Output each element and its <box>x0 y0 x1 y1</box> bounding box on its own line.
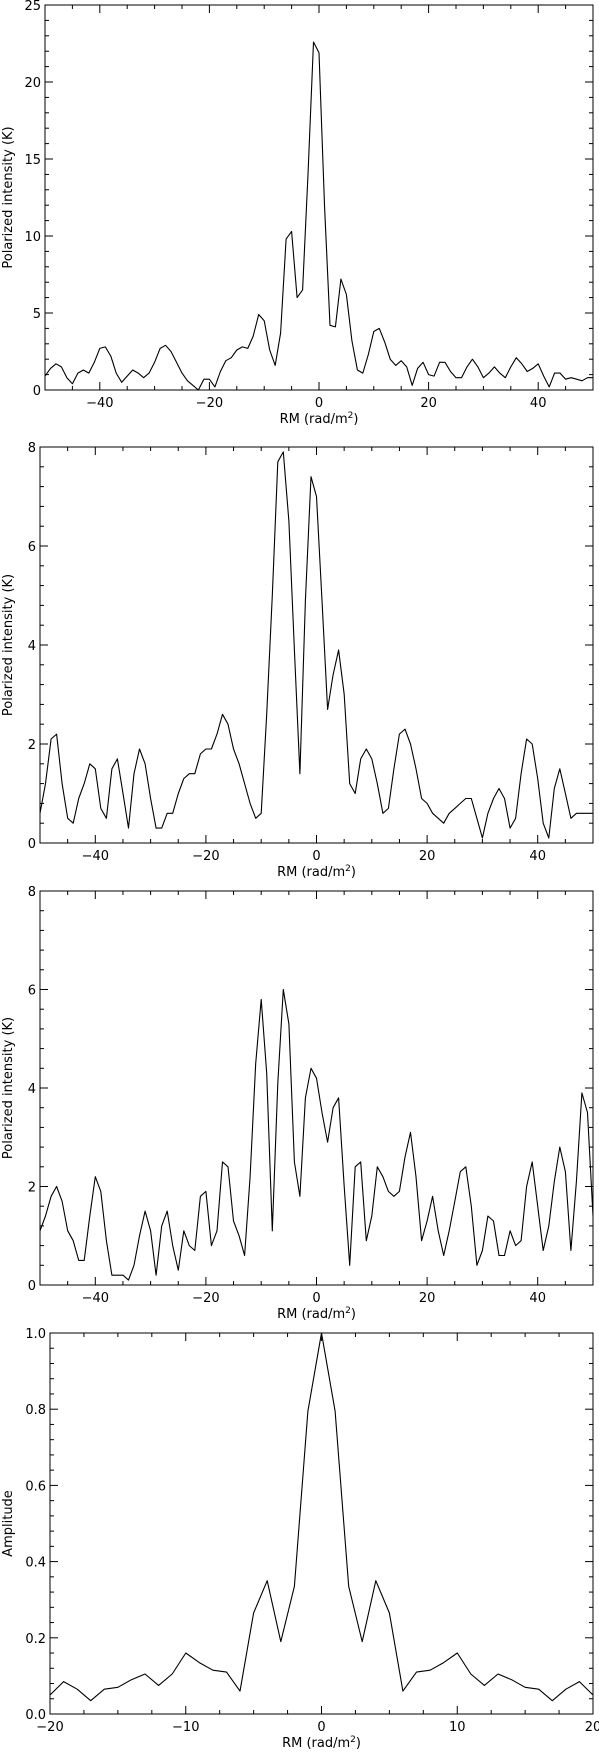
x-tick-label: 0 <box>312 1291 320 1306</box>
x-axis-label-exponent: 2 <box>345 1306 351 1316</box>
y-tick-label: 0.6 <box>25 1479 46 1494</box>
y-tick-label: 6 <box>28 540 36 555</box>
x-axis-label-text: RM (rad/m <box>277 1307 345 1322</box>
x-tick-label: −20 <box>196 396 223 411</box>
y-tick-label: 0.8 <box>25 1403 46 1418</box>
x-tick-label: 20 <box>419 849 436 864</box>
x-axis-label-exponent: 2 <box>350 1735 356 1745</box>
x-tick-label: −20 <box>192 849 219 864</box>
y-axis-label: Polarized intensity (K) <box>1 574 16 716</box>
plot-frame <box>49 1332 594 1715</box>
x-axis-label: RM (rad/m2) <box>282 1735 361 1751</box>
y-tick-label: 0.4 <box>25 1556 46 1571</box>
x-tick-label: −10 <box>172 1720 199 1735</box>
x-axis-label: RM (rad/m2) <box>277 1306 356 1322</box>
y-tick-label: 4 <box>28 639 36 654</box>
x-axis-label-exponent: 2 <box>348 411 354 421</box>
x-tick-label: 20 <box>420 396 437 411</box>
x-tick-label: 0 <box>312 849 320 864</box>
y-tick-label: 2 <box>28 1181 36 1196</box>
x-axis-label-close: ) <box>351 865 356 880</box>
y-axis-label: Amplitude <box>1 1490 16 1557</box>
x-axis-label-exponent: 2 <box>345 864 351 874</box>
y-tick-label: 6 <box>28 984 36 999</box>
panel-4: −20 −10 0 10 20 0.0 0.2 0.4 0.6 0.8 1.0 RM (rad/m2)… <box>1 1327 599 1751</box>
data-line <box>39 451 593 839</box>
x-tick-label: −40 <box>82 1291 109 1306</box>
y-tick-label: 1.0 <box>25 1327 46 1342</box>
y-tick-label: 5 <box>33 307 41 322</box>
y-tick-label: 0 <box>33 384 41 399</box>
x-tick-label: 40 <box>530 396 547 411</box>
y-tick-label: 0 <box>28 1279 36 1294</box>
y-tick-label: 2 <box>28 738 36 753</box>
x-axis-label-text: RM (rad/m <box>282 1736 350 1751</box>
x-tick-label: −40 <box>86 396 113 411</box>
x-tick-label: −20 <box>36 1720 63 1735</box>
y-tick-label: 20 <box>24 76 41 91</box>
y-tick-label: 4 <box>28 1082 36 1097</box>
y-tick-label: 0 <box>28 837 36 852</box>
x-tick-label: 40 <box>529 849 546 864</box>
plot-frame <box>39 890 594 1286</box>
x-tick-label: 40 <box>529 1291 546 1306</box>
y-tick-label: 8 <box>28 441 36 456</box>
x-tick-label: −40 <box>82 849 109 864</box>
x-tick-label: 0 <box>317 1720 325 1735</box>
y-tick-label: 0.0 <box>25 1708 46 1723</box>
x-tick-label: 0 <box>315 396 323 411</box>
data-line <box>44 41 593 391</box>
x-axis-label-text: RM (rad/m <box>277 865 345 880</box>
y-tick-label: 0.2 <box>25 1632 46 1647</box>
x-tick-label: 10 <box>449 1720 466 1735</box>
y-axis-label: Polarized intensity (K) <box>1 126 16 268</box>
x-axis-label-close: ) <box>351 1307 356 1322</box>
y-tick-label: 15 <box>24 153 41 168</box>
y-tick-label: 8 <box>28 885 36 900</box>
x-tick-label: −20 <box>192 1291 219 1306</box>
x-tick-label: 20 <box>585 1720 599 1735</box>
x-tick-label: 20 <box>419 1291 436 1306</box>
panel-1: −40 −20 0 20 40 0 5 10 15 20 25 RM (rad/m2) Polarize… <box>1 0 594 427</box>
y-tick-label: 10 <box>24 230 41 245</box>
x-axis-label: RM (rad/m2) <box>277 864 356 880</box>
data-line <box>39 988 594 1281</box>
x-axis-label-text: RM (rad/m <box>280 412 348 427</box>
y-axis-label: Polarized intensity (K) <box>1 1017 16 1159</box>
x-axis-label-close: ) <box>356 1736 361 1751</box>
data-line <box>49 1332 594 1702</box>
x-axis-label-close: ) <box>353 412 358 427</box>
y-tick-label: 25 <box>24 0 41 14</box>
x-axis-label: RM (rad/m2) <box>280 411 359 427</box>
